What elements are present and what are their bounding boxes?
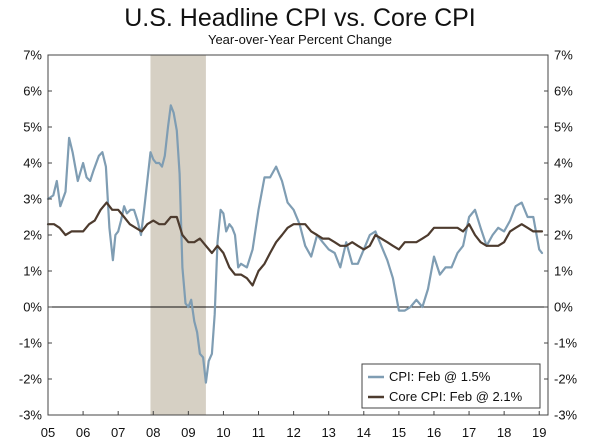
x-tick-label: 10 — [216, 425, 230, 440]
y-tick-label-right: -2% — [554, 372, 578, 387]
y-tick-label-right: 5% — [554, 120, 573, 135]
x-tick-label: 08 — [146, 425, 160, 440]
y-tick-label-right: 6% — [554, 84, 573, 99]
x-tick-label: 15 — [392, 425, 406, 440]
y-tick-label-right: -3% — [554, 408, 578, 423]
y-tick-label-left: 1% — [23, 264, 42, 279]
x-tick-label: 16 — [427, 425, 441, 440]
y-tick-label-left: 4% — [23, 156, 42, 171]
y-tick-label-left: -3% — [19, 408, 43, 423]
x-tick-label: 09 — [181, 425, 195, 440]
x-tick-label: 14 — [357, 425, 371, 440]
legend-label-cpi: CPI: Feb @ 1.5% — [389, 369, 491, 384]
y-tick-label-right: 4% — [554, 156, 573, 171]
series-line-core-cpi — [46, 201, 544, 287]
y-tick-label-left: -1% — [19, 336, 43, 351]
x-tick-label: 13 — [321, 425, 335, 440]
y-tick-label-left: 6% — [23, 84, 42, 99]
plot-frame — [47, 54, 549, 416]
series-line-cpi — [46, 104, 544, 384]
x-tick-label: 06 — [76, 425, 90, 440]
x-tick-label: 12 — [286, 425, 300, 440]
y-tick-label-left: -2% — [19, 372, 43, 387]
x-tick-label: 05 — [41, 425, 55, 440]
y-tick-label-right: 1% — [554, 264, 573, 279]
y-tick-label-left: 7% — [23, 48, 42, 63]
y-tick-label-right: 2% — [554, 228, 573, 243]
y-tick-label-right: 7% — [554, 48, 573, 63]
y-tick-label-right: -1% — [554, 336, 578, 351]
chart-subtitle: Year-over-Year Percent Change — [207, 32, 393, 47]
x-tick-label: 07 — [111, 425, 125, 440]
recession-shading — [150, 55, 206, 415]
legend-box — [361, 363, 541, 409]
chart-title: U.S. Headline CPI vs. Core CPI — [124, 4, 476, 32]
legend-label-core-cpi: Core CPI: Feb @ 2.1% — [389, 389, 523, 404]
y-tick-label-left: 0% — [23, 300, 42, 315]
y-tick-label-left: 3% — [23, 192, 42, 207]
x-tick-label: 19 — [532, 425, 546, 440]
y-tick-label-left: 2% — [23, 228, 42, 243]
x-tick-label: 18 — [497, 425, 511, 440]
y-tick-label-right: 0% — [554, 300, 573, 315]
legend: CPI: Feb @ 1.5% Core CPI: Feb @ 2.1% — [361, 363, 541, 409]
x-tick-label: 11 — [252, 425, 266, 440]
x-tick-label: 17 — [462, 425, 476, 440]
y-tick-label-left: 5% — [23, 120, 42, 135]
y-tick-label-right: 3% — [554, 192, 573, 207]
